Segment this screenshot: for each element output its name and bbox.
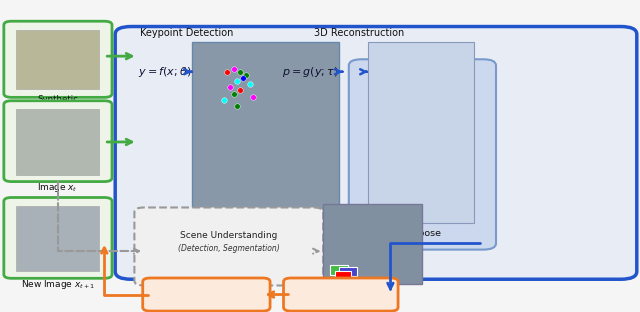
Text: 3D Reconstruction: 3D Reconstruction [314, 28, 404, 38]
Text: Synthetic
Training Images: Synthetic Training Images [24, 95, 92, 115]
Text: Keypoint Detection: Keypoint Detection [140, 28, 233, 38]
Bar [192, 42, 339, 223]
Bar [330, 265, 348, 275]
FancyBboxPatch shape [134, 207, 323, 285]
Text: Scene Understanding: Scene Understanding [180, 231, 277, 240]
Text: Controller: Controller [314, 290, 369, 300]
FancyBboxPatch shape [143, 278, 270, 311]
FancyBboxPatch shape [4, 21, 112, 97]
Text: $y = f(x;\theta)$: $y = f(x;\theta)$ [138, 65, 191, 79]
Text: $p = g(y;\tau)$: $p = g(y;\tau)$ [282, 65, 339, 79]
Bar [335, 271, 351, 279]
Bar [16, 206, 99, 271]
FancyBboxPatch shape [4, 101, 112, 182]
Text: 3D pose: 3D pose [402, 229, 440, 238]
Bar [339, 267, 357, 276]
FancyBboxPatch shape [284, 278, 398, 311]
Text: Arm Motors: Arm Motors [175, 290, 239, 300]
Text: 2D Keypoints: 2D Keypoints [234, 229, 297, 238]
Bar [16, 30, 99, 89]
Bar [368, 42, 474, 223]
FancyBboxPatch shape [349, 59, 496, 250]
Text: New Image $x_{t+1}$: New Image $x_{t+1}$ [20, 278, 95, 291]
Bar [16, 109, 99, 175]
FancyBboxPatch shape [115, 27, 637, 279]
Bar [323, 204, 422, 284]
Text: Image $x_t$: Image $x_t$ [37, 181, 78, 194]
FancyBboxPatch shape [4, 197, 112, 278]
Text: (Detection, Segmentation): (Detection, Segmentation) [178, 244, 279, 252]
